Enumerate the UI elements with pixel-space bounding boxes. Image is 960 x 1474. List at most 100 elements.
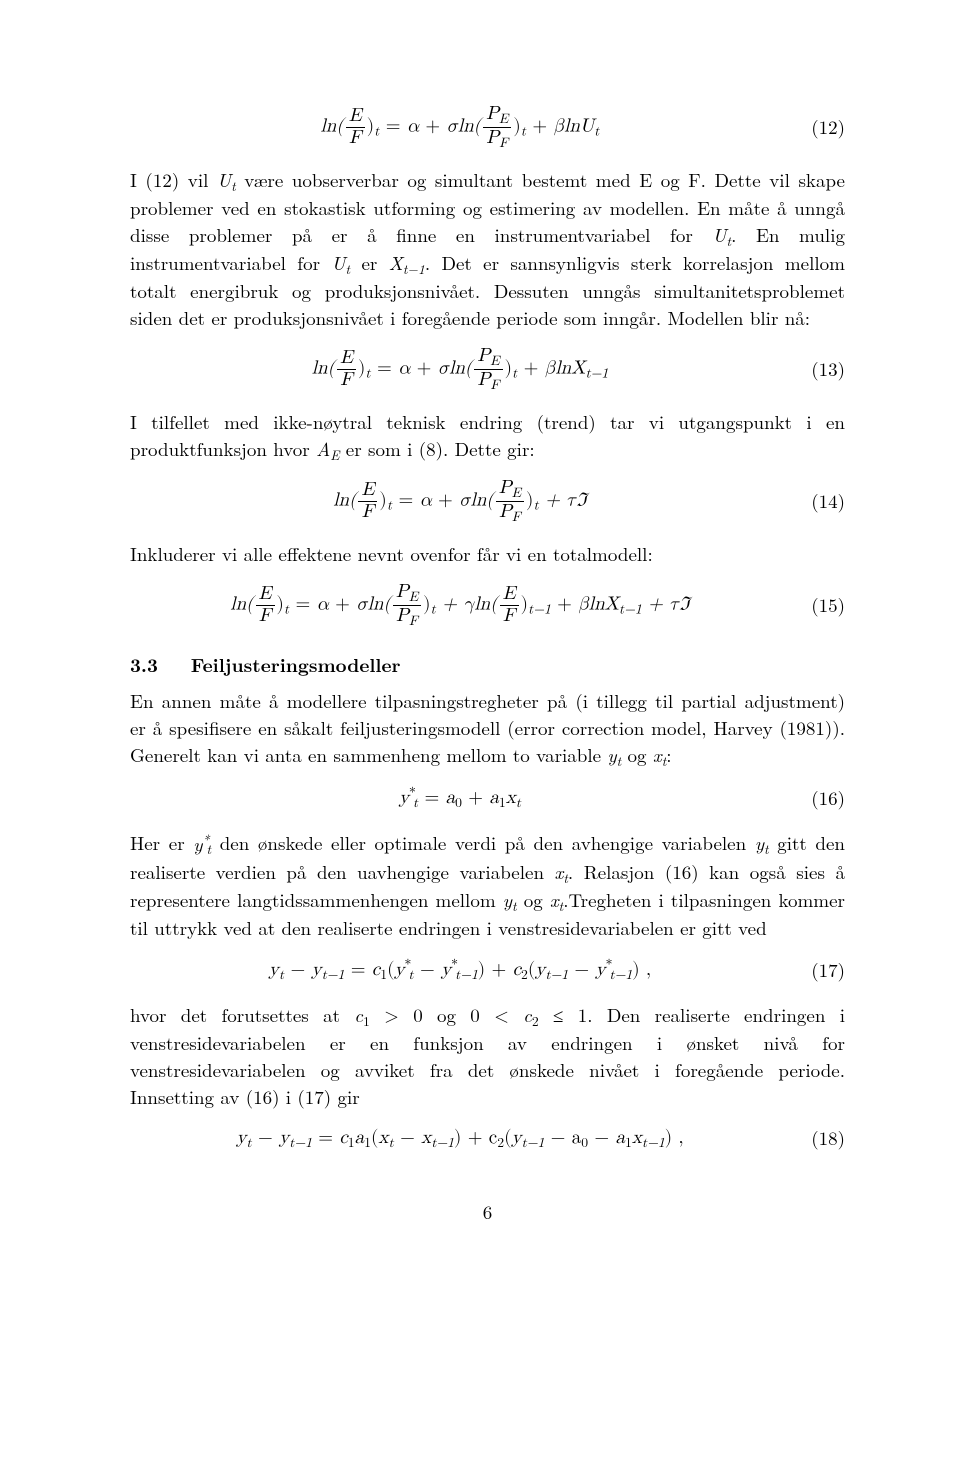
equation-14: ln(EF)t = α + σln(PEPF)t + τℑ [130,478,790,525]
eq18-a1bs: 1 [625,1136,632,1150]
p5-y2: y [755,830,764,857]
eq14-ln: ln( [333,491,356,510]
equation-12-row: ln(EF)t = α + σln(PEPF)t + βlnUt (12) [130,104,845,151]
equation-12: ln(EF)t = α + σln(PEPF)t + βlnUt [130,104,790,151]
equation-14-row: ln(EF)t = α + σln(PEPF)t + τℑ (14) [130,478,845,525]
eq15-stm1: t−1 [528,602,551,616]
eq13-plus2: + [517,359,544,378]
paragraph-5: Her er y*t den ønskede eller optimale ve… [130,829,845,942]
eq18-y3s: t−1 [522,1136,545,1150]
eq17-m1: − [284,960,311,979]
eq16-xsub: t [516,796,521,810]
p1-U2: U [712,221,726,248]
p6-c2s: 2 [532,1010,539,1029]
equation-15-row: ln(EF)t = α + σln(PEPF)t + γln(EF)t−1 + … [130,582,845,629]
eq12-plus2: + [526,116,553,135]
eq17-y4: y [441,960,451,979]
eq17-comma: , [640,960,652,979]
eq14-f2np: P [499,478,512,497]
eq15-f2dp: P [396,606,409,625]
eq18-s2: t−1 [289,1136,312,1150]
eq13-f2dp: P [478,370,491,389]
equation-12-number: (12) [790,114,845,141]
eq13-alpha: α [398,359,410,378]
eq16-a0: a [446,788,456,807]
eq16-y: y [399,788,409,807]
eq16-sub0: 0 [455,796,462,810]
eq18-a1b: a [616,1128,626,1147]
eq18-xs2: t−1 [431,1136,454,1150]
p1-d: er [350,249,389,276]
eq14-tau: + τℑ [539,491,587,510]
eq12-blnU: βlnU [553,116,594,135]
eq17-c1: c [372,960,380,979]
eq12-sigma-ln: σln( [446,116,481,135]
eq18-a1s: 1 [364,1136,371,1150]
equation-17: yt − yt−1 = c1(y*t − y*t−1) + c2(yt−1 − … [130,956,790,985]
eq12-alpha: α [407,116,419,135]
eq12-f2n-sub: E [499,112,508,126]
page-number: 6 [130,1199,845,1226]
equation-13: ln(EF)t = α + σln(PEPF)t + βlnXt−1 [130,346,790,393]
eq15-f3d: F [500,606,519,627]
eq18-lp2: ( [504,1128,511,1147]
eq15-p1: + [329,595,356,614]
eq17-rp2: ) [632,960,639,979]
p6-c1s: 1 [363,1010,370,1029]
eq12-close: ) [367,116,374,135]
eq12-frac1-den: F [346,128,365,149]
eq13-f2ds: F [490,378,499,392]
p4-og: og [621,741,653,768]
section-num: 3.3 [130,650,158,678]
eq18-c1s: 1 [348,1136,355,1150]
eq18-rp: ) , [665,1128,684,1147]
eq16-eq: = [418,788,445,807]
eq14-sln: σln( [459,491,494,510]
p2-A: A [316,435,330,462]
equation-14-number: (14) [790,488,845,515]
section-title: Feiljusteringsmodeller [191,650,401,678]
eq18-y2: y [279,1128,289,1147]
eq16-x: x [506,788,516,807]
p1-a: I (12) vil [130,166,217,193]
eq13-f1d: F [337,370,356,391]
paragraph-1: I (12) vil Ut være uobserverbar og simul… [130,167,845,333]
p4-y: y [607,741,616,768]
eq12-eq: = [379,116,406,135]
eq14-f2ns: E [512,486,521,500]
eq13-eq: = [371,359,398,378]
eq14-f1d: F [358,502,377,523]
eq17-s5: t−1 [545,968,568,982]
eq15-blnX: βlnX [578,595,619,614]
eq13-ln: ln( [312,359,335,378]
p5-e: og [517,886,550,913]
p6-a: hvor det forutsettes at [130,1001,354,1028]
eq17-m2: − [414,960,441,979]
eq15-f1n: E [256,584,275,606]
equation-13-number: (13) [790,356,845,383]
eq18-x3s: t−1 [642,1136,665,1150]
eq17-s2: t−1 [322,968,345,982]
eq17-y3: y [394,960,404,979]
equation-15-number: (15) [790,592,845,619]
eq18-y3: y [512,1128,522,1147]
equation-15: ln(EF)t = α + σln(PEPF)t + γln(EF)t−1 + … [130,582,790,629]
eq12-f2d-sub: F [499,136,508,150]
eq14-f2ds: F [512,510,521,524]
eq15-f2ns: E [409,590,418,604]
paragraph-4: En annen måte å modellere tilpasningstre… [130,688,845,770]
eq15-c2: ) [423,595,430,614]
eq15-f2np: P [396,582,409,601]
eq15-f2ds: F [409,614,418,628]
p5-a: Her er [130,830,193,857]
eq17-y2: y [312,960,322,979]
equation-16: y*t = a0 + a1xt [130,784,790,813]
equation-18-row: yt − yt−1 = c1a1(xt − xt−1) + c2(yt−1 − … [130,1125,845,1153]
eq13-blnX: βlnX [545,359,586,378]
paragraph-2: I tilfellet med ikke-nøytral teknisk end… [130,409,845,464]
p1-X: X [389,249,403,276]
equation-17-number: (17) [790,957,845,984]
eq15-eq: = [289,595,316,614]
p4-colon: : [666,741,671,768]
eq15-stm2: t−1 [619,602,642,616]
